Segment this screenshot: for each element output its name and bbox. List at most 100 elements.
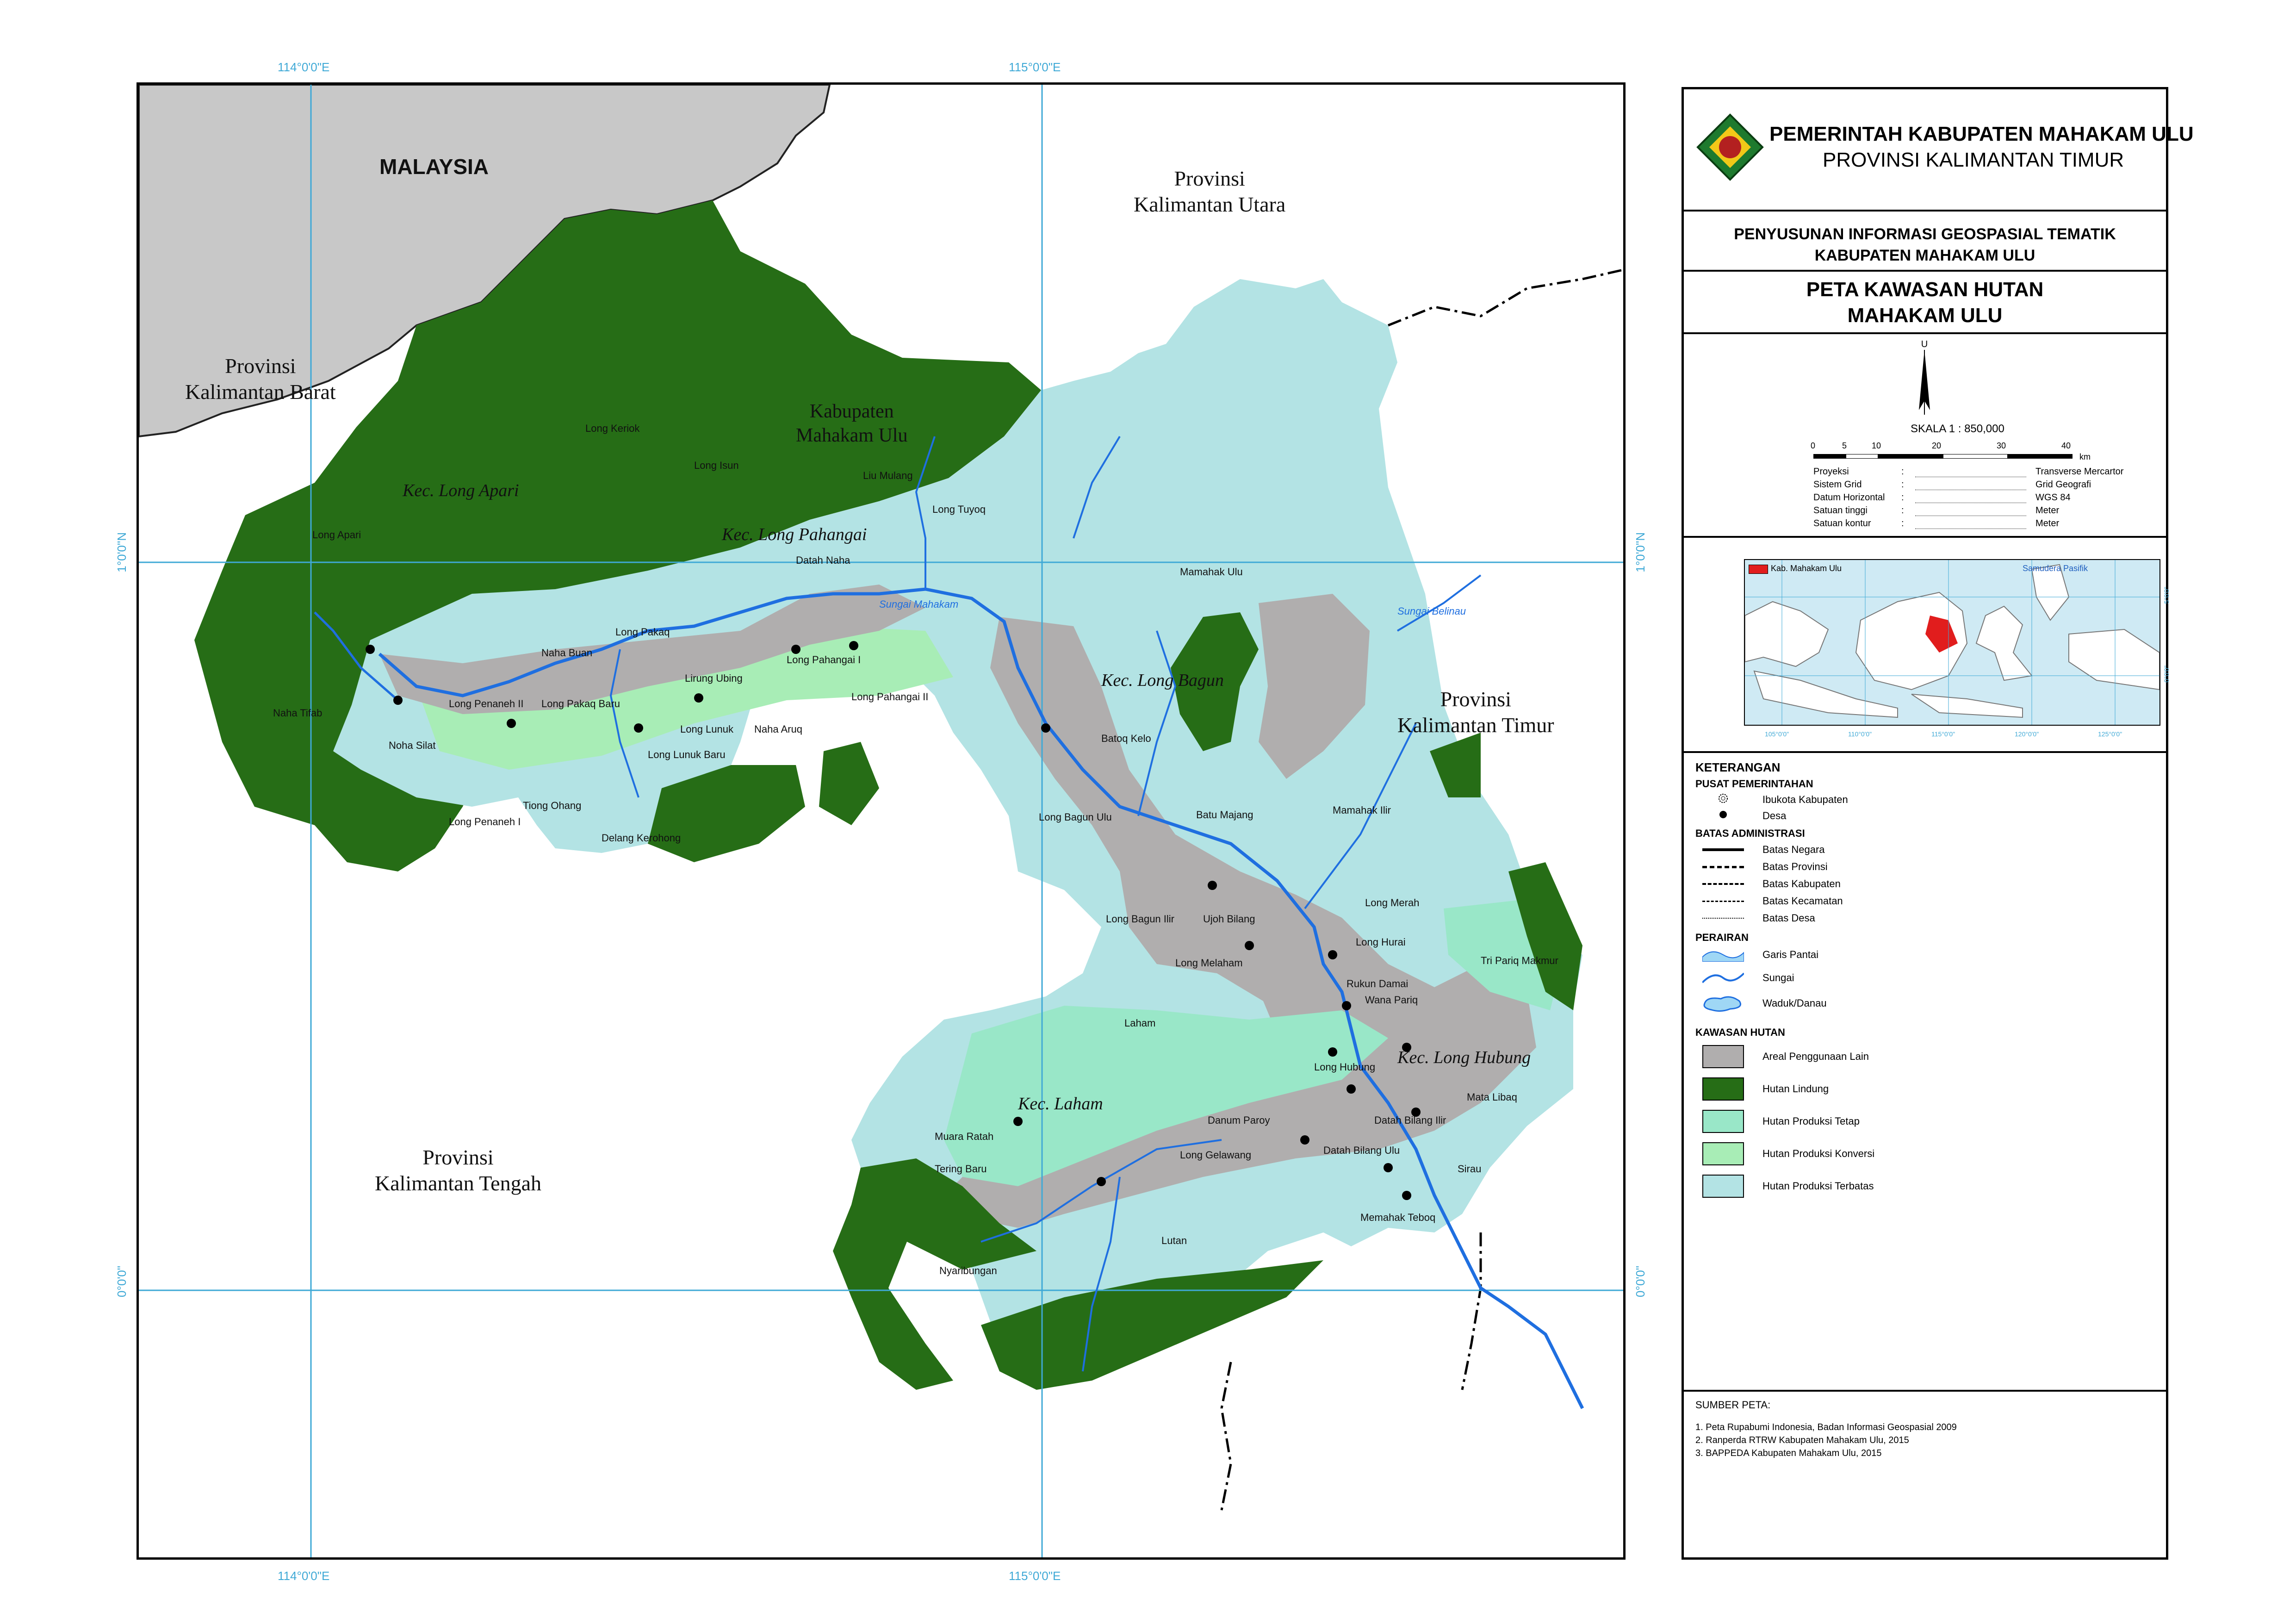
region-kalteng-line2: Kalimantan Tengah: [375, 1171, 541, 1195]
place-label: Ujoh Bilang: [1203, 913, 1255, 925]
divider: [1684, 270, 2166, 272]
north-label: U: [1921, 339, 1928, 349]
line-batas-negara-icon: [1702, 848, 1744, 851]
map-title-line2: MAHAKAM ULU: [1847, 304, 2003, 327]
meta-dots: [1915, 505, 2026, 516]
village-point: [1300, 1135, 1309, 1145]
perairan-heading: PERAIRAN: [1695, 932, 1749, 943]
forest-tetap-lower: [944, 1006, 1388, 1186]
inset-lat-tick: 5°0'0": [2163, 587, 2170, 604]
legend-row: Hutan Produksi Konversi: [1702, 1142, 1874, 1165]
place-label: Long Lunuk: [680, 723, 733, 735]
place-label: Datah Bilang Ulu: [1323, 1145, 1400, 1156]
forest-lindung-bagun: [1171, 612, 1259, 751]
village-point: [1402, 1043, 1411, 1052]
place-label: Danum Paroy: [1208, 1114, 1270, 1126]
village-point: [1402, 1191, 1411, 1200]
scale-tick-label: 10: [1872, 441, 1881, 450]
coord-lat1-right: 1°0'0"N: [1633, 532, 1647, 572]
legend-row: Batas Negara: [1702, 844, 1825, 856]
meta-dots: [1915, 492, 2026, 503]
legend-row: Hutan Produksi Tetap: [1702, 1110, 1860, 1133]
kecamatan-label: Kec. Long Hubung: [1397, 1048, 1531, 1067]
meta-value: Grid Geografi: [2035, 479, 2091, 490]
river-tributary-3: [915, 436, 936, 589]
legend-row: Hutan Lindung: [1702, 1077, 1829, 1101]
scale-tick-label: 0: [1811, 441, 1816, 450]
village-point: [1013, 1117, 1023, 1126]
inset-legend-label: Kab. Mahakam Ulu: [1771, 564, 1842, 573]
village-points: [366, 641, 1421, 1200]
village-point: [849, 641, 858, 650]
scale-tick-label: 20: [1932, 441, 1942, 450]
legend-label: Garis Pantai: [1762, 949, 1819, 960]
meta-dots: [1915, 479, 2026, 490]
place-label: Long Pahangai I: [787, 654, 861, 666]
village-point: [393, 696, 403, 705]
legend-label: Batas Provinsi: [1762, 861, 1828, 872]
village-point: [366, 645, 375, 654]
place-label: Liu Mulang: [863, 470, 913, 481]
meta-value: WGS 84: [2035, 492, 2071, 503]
place-label: Long Gelawang: [1180, 1149, 1252, 1161]
region-kalteng-line1: Provinsi: [422, 1145, 494, 1169]
kecamatan-label: Kec. Long Bagun: [1101, 671, 1224, 690]
meta-row: Proyeksi : Transverse Mercartor: [1813, 467, 2123, 477]
place-label: Long Hubung: [1314, 1061, 1376, 1073]
meta-sep: :: [1901, 492, 1904, 503]
region-kabupaten: Kabupaten Mahakam Ulu: [796, 399, 907, 448]
place-label: Long Pahangai II: [851, 691, 929, 703]
inset-lon-tick: 110°0'0": [1848, 730, 1872, 738]
forest-lindung-kerohong: [648, 765, 805, 862]
province-boundary-north: [1388, 268, 1623, 327]
river-tributary-2: [609, 649, 639, 798]
forest-apl-upper: [379, 585, 925, 714]
line-batas-desa-icon: [1702, 918, 1744, 919]
legend-label: Sungai: [1762, 972, 1794, 983]
forest-lindung-pahangai: [819, 742, 879, 825]
meta-value: Meter: [2035, 518, 2060, 529]
inset-lat-tick: 0°0'0": [2163, 666, 2170, 683]
region-kalut-line2: Kalimantan Utara: [1134, 193, 1286, 216]
place-label: Long Hurai: [1356, 936, 1406, 948]
region-kalteng: Provinsi Kalimantan Tengah: [375, 1145, 541, 1196]
meta-key: Satuan kontur: [1813, 518, 1871, 529]
scale-tick-label: 30: [1997, 441, 2006, 450]
inset-lon-tick: 115°0'0": [1931, 730, 1955, 738]
forest-apl-east: [1259, 594, 1370, 779]
region-kalut-line1: Provinsi: [1174, 167, 1245, 190]
legend-row: Desa: [1702, 809, 1786, 823]
project-line2: KABUPATEN MAHAKAM ULU: [1814, 247, 2035, 264]
legend-label: Hutan Lindung: [1762, 1083, 1829, 1095]
place-label: Long Melaham: [1175, 957, 1243, 969]
coord-lon2-bottom: 115°0'0"E: [1009, 1569, 1061, 1583]
legend-label: Batas Negara: [1762, 844, 1825, 855]
place-label: Long Bagun Ilir: [1106, 913, 1174, 925]
region-kalbar-line1: Provinsi: [225, 354, 296, 378]
meta-dots: [1915, 467, 2026, 477]
place-label: Long Tuyoq: [932, 504, 986, 515]
village-point: [1411, 1108, 1421, 1117]
region-malaysia: MALAYSIA: [379, 155, 489, 179]
legend-row: Hutan Produksi Terbatas: [1702, 1175, 1874, 1198]
river-label: Sungai Belinau: [1397, 605, 1466, 617]
place-label: Tri Pariq Makmur: [1481, 955, 1558, 966]
scale-unit: km: [2079, 452, 2091, 461]
coord-lat1-left: 1°0'0"N: [115, 532, 129, 572]
legend-row: Ibukota Kabupaten: [1702, 793, 1848, 807]
place-label: Noha Silat: [389, 740, 436, 751]
village-point: [507, 719, 516, 728]
divider: [1684, 536, 2166, 538]
place-label: Mamahak Ulu: [1180, 566, 1243, 578]
village-point: [1097, 1177, 1106, 1186]
line-batas-kecamatan-icon: [1702, 900, 1744, 902]
scale-segment: [1878, 454, 1943, 459]
legend-label: Waduk/Danau: [1762, 997, 1827, 1009]
legend-row: Batas Provinsi: [1702, 861, 1828, 873]
village-point: [1384, 1163, 1393, 1172]
village-point: [1328, 950, 1337, 959]
place-label: Mata Libaq: [1467, 1091, 1517, 1103]
scale-bar: 0 5 10 20 30 40 km: [1811, 441, 2091, 464]
place-label: Naha Tifab: [273, 707, 323, 719]
region-kaltim-line1: Provinsi: [1440, 687, 1511, 711]
